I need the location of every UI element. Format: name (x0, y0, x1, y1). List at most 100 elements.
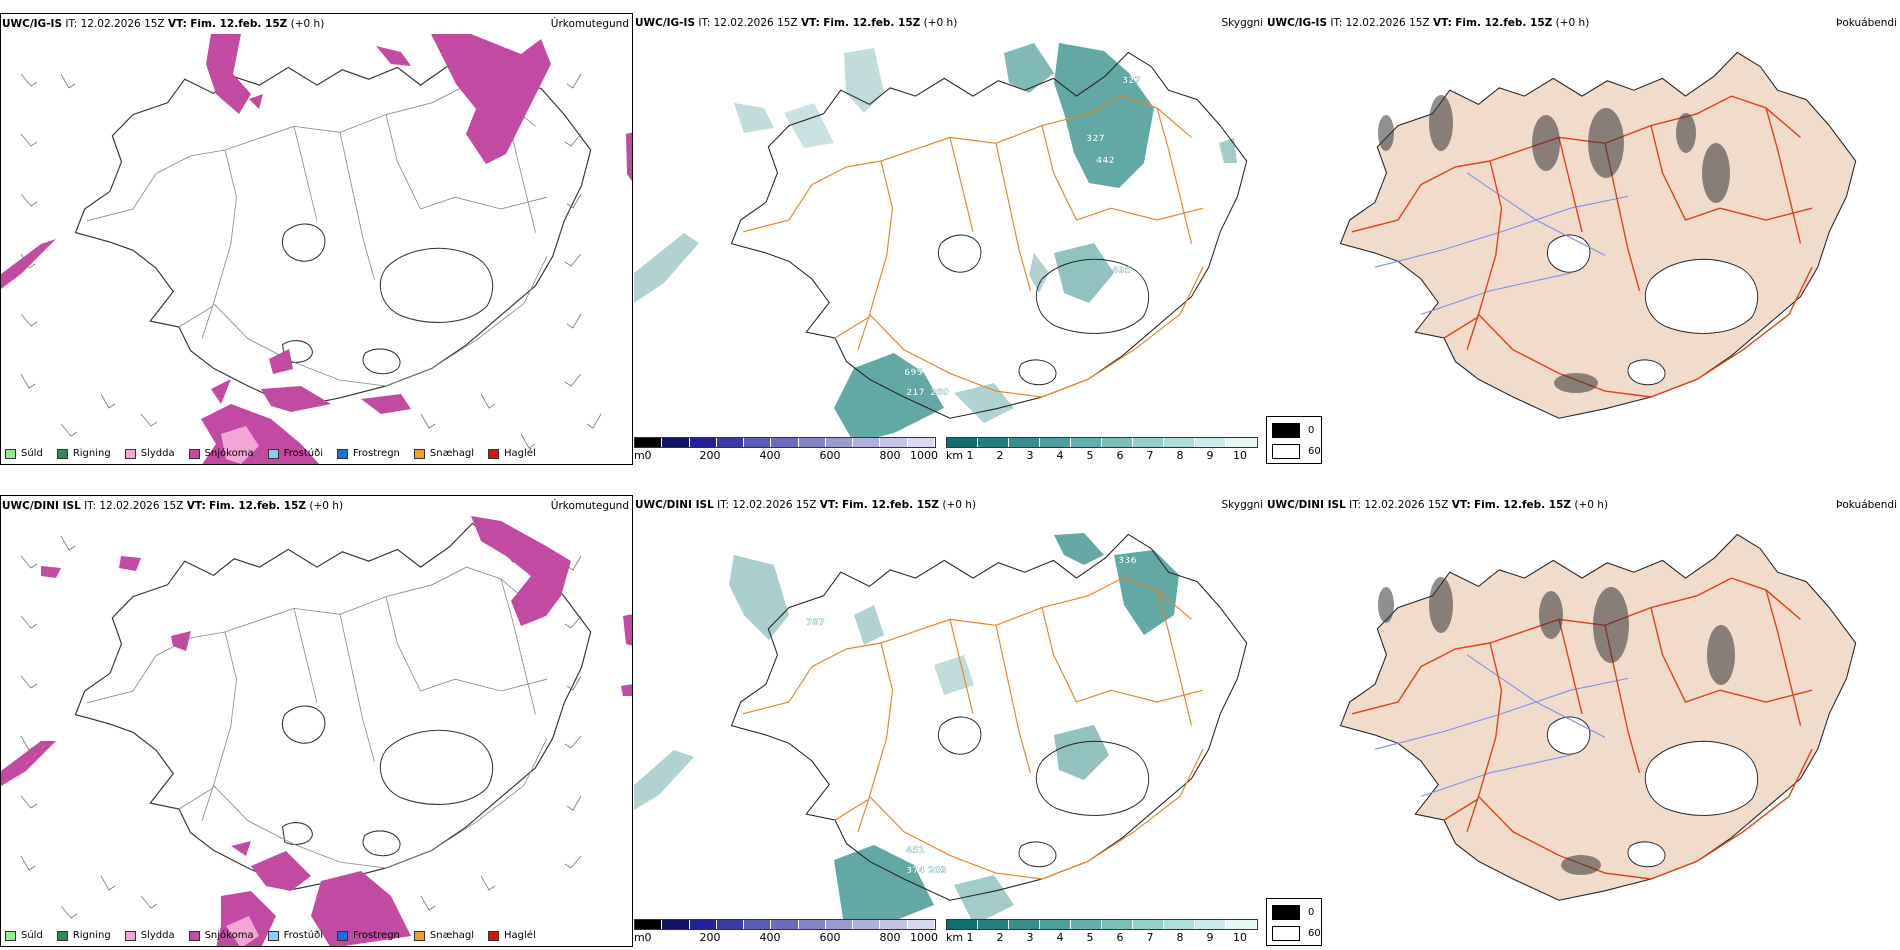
vis-label: 442 (1096, 156, 1115, 166)
sleet-area (221, 426, 259, 464)
colorbar-segment (1226, 438, 1257, 447)
legend-item: Haglél (488, 930, 536, 941)
colorbar-segment (744, 438, 772, 447)
precip-legend: Súld Rigning Slydda Snjókoma Frostúði Fr… (5, 448, 536, 459)
colorbar-segment (662, 920, 690, 929)
colorbar-segment (1071, 438, 1102, 447)
panel-header: UWC/IG-IS IT: 12.02.2026 15Z VT: Fim. 12… (1267, 17, 1590, 29)
colorbar-segment (907, 920, 935, 929)
panel-title: Úrkomutegund (550, 18, 629, 30)
colorbar-segment (771, 920, 799, 929)
colorbar-segment (1040, 920, 1071, 929)
colorbar-segment (825, 438, 854, 447)
colorbar-segment (947, 920, 978, 929)
panel-title: Skyggni (1221, 17, 1264, 29)
panel-header: UWC/IG-IS IT: 12.02.2026 15Z VT: Fim. 12… (2, 18, 325, 30)
colorbar-segment (689, 920, 717, 929)
panel-header: UWC/DINI ISL IT: 12.02.2026 15Z VT: Fim.… (2, 500, 344, 512)
colorbar-segment (825, 920, 854, 929)
vis-label: 203 (928, 866, 947, 876)
precip-type-panel-top: UWC/IG-IS IT: 12.02.2026 15Z VT: Fim. 12… (0, 13, 633, 465)
panel-title: Skyggni (1221, 499, 1264, 511)
ceiling-colorbar: m 0 200 400 600 800 1000 (634, 437, 938, 463)
fog-panel-bottom: UWC/DINI ISL IT: 12.02.2026 15Z VT: Fim.… (1266, 495, 1900, 947)
colorbar-segment (1009, 438, 1040, 447)
vis-label: 374 (906, 866, 925, 876)
legend-item: Slydda (124, 930, 175, 941)
colorbar-segment (1009, 920, 1040, 929)
colorbar-segment (1071, 920, 1102, 929)
legend-item: Slydda (124, 448, 175, 459)
panel-title: Þokuábendi (1836, 499, 1897, 511)
vis-label: 327 (1122, 76, 1141, 86)
colorbar-segment (907, 438, 935, 447)
legend-item: Frostúði (267, 448, 323, 459)
colorbar-segment (635, 920, 663, 929)
panel-header: UWC/DINI ISL IT: 12.02.2026 15Z VT: Fim.… (635, 499, 977, 511)
legend-item: Frostregn (337, 448, 400, 459)
fog-indicator-map (1339, 533, 1857, 901)
legend-item: Rigning (56, 448, 111, 459)
colorbar-segment (662, 438, 690, 447)
precip-type-panel-bottom: UWC/DINI ISL IT: 12.02.2026 15Z VT: Fim.… (0, 495, 633, 947)
low-visibility-areas (634, 533, 1179, 925)
vis-label: 695 (904, 368, 923, 378)
colorbar-segment (880, 438, 908, 447)
fog-dark-patches (1378, 577, 1735, 875)
legend-item: Rigning (56, 930, 111, 941)
colorbar-segment (1195, 438, 1226, 447)
wind-barbs (20, 73, 602, 449)
colorbar-segment (978, 920, 1009, 929)
colorbar-segment (1102, 438, 1133, 447)
colorbar-segment (1133, 438, 1164, 447)
legend-item: Frostregn (337, 930, 400, 941)
legend-item: Snæhagl (413, 930, 474, 941)
colorbar-segment (1195, 920, 1226, 929)
colorbar-segment (978, 438, 1009, 447)
visibility-panel-bottom: UWC/DINI ISL IT: 12.02.2026 15Z VT: Fim.… (634, 495, 1266, 947)
precip-legend: Súld Rigning Slydda Snjókoma Frostúði Fr… (5, 930, 536, 941)
visibility-map: 327 327 442 695 217 260 495 (634, 43, 1248, 443)
vis-label: 451 (906, 846, 925, 856)
colorbar-segment (1226, 920, 1257, 929)
sleet-area (226, 916, 259, 946)
colorbar-segment (1040, 438, 1071, 447)
colorbar-segment (635, 438, 663, 447)
colorbar-segment (947, 438, 978, 447)
colorbar-segment (771, 438, 799, 447)
vis-label: 217 (906, 388, 925, 398)
legend-item: Frostúði (267, 930, 323, 941)
wind-barbs (20, 535, 582, 919)
fog-indicator-map (1339, 51, 1857, 419)
colorbar-segment (1102, 920, 1133, 929)
fog-dark-patches (1378, 95, 1730, 393)
panel-title: Úrkomutegund (550, 500, 629, 512)
colorbar-segment (1133, 920, 1164, 929)
colorbar-segment (1164, 920, 1195, 929)
colorbar-segment (744, 920, 772, 929)
fog-panel-top: UWC/IG-IS IT: 12.02.2026 15Z VT: Fim. 12… (1266, 13, 1900, 465)
vis-label: 495 (1112, 266, 1131, 276)
legend-item: Snjókoma (188, 448, 254, 459)
visibility-colorbar: km 1 2 3 4 5 6 7 8 9 10 (946, 437, 1258, 463)
panel-header: UWC/DINI ISL IT: 12.02.2026 15Z VT: Fim.… (1267, 499, 1609, 511)
vis-label: 336 (1118, 556, 1137, 566)
colorbar-segment (798, 920, 826, 929)
visibility-panel-top: UWC/IG-IS IT: 12.02.2026 15Z VT: Fim. 12… (634, 13, 1266, 465)
legend-item: Súld (5, 448, 43, 459)
fog-legend: 0 60 (1266, 416, 1322, 464)
colorbar-segment (880, 920, 908, 929)
visibility-map: 336 787 451 374 203 (634, 533, 1248, 925)
legend-item: Haglél (488, 448, 536, 459)
precip-type-map (1, 34, 632, 464)
legend-item: Snæhagl (413, 448, 474, 459)
colorbar-segment (1164, 438, 1195, 447)
vis-label: 787 (806, 618, 825, 628)
visibility-colorbar: km 1 2 3 4 5 6 7 8 9 10 (946, 919, 1258, 945)
colorbar-segment (716, 920, 745, 929)
colorbar-segment (853, 920, 881, 929)
vis-label: 260 (930, 388, 949, 398)
colorbar-segment (798, 438, 826, 447)
colorbar-segment (853, 438, 881, 447)
vis-label: 327 (1086, 134, 1105, 144)
